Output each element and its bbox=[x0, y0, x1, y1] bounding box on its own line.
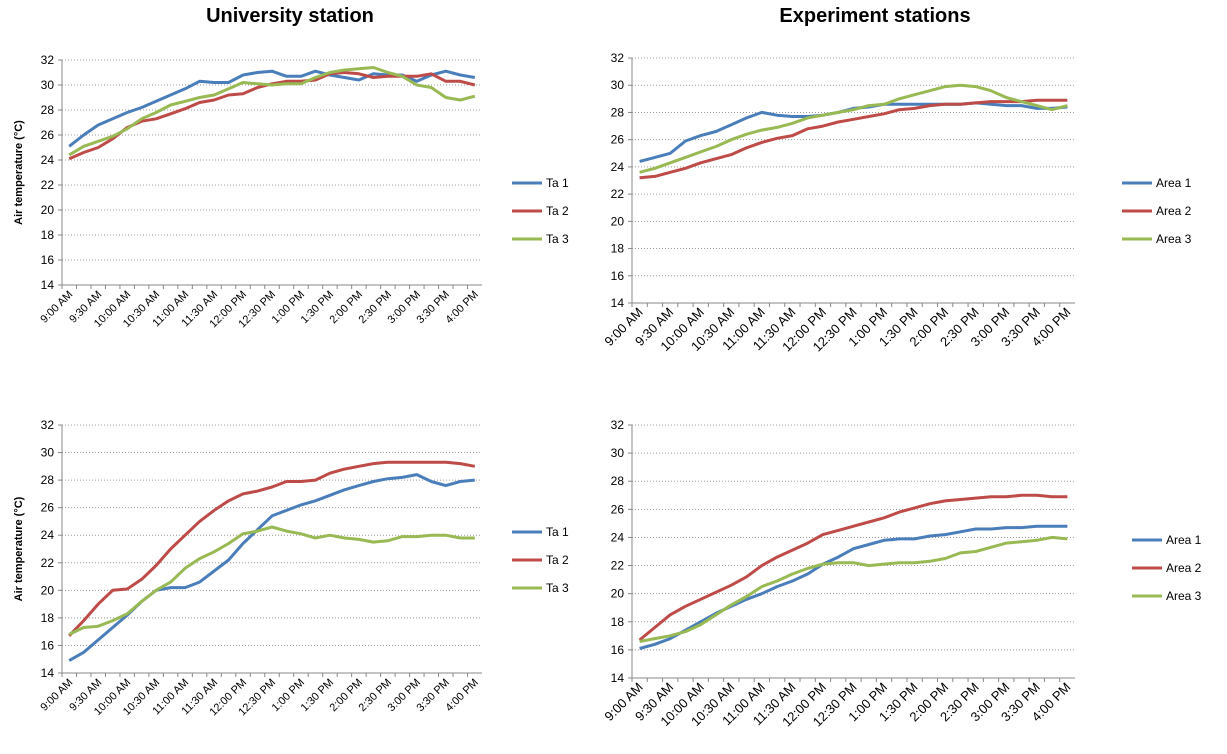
legend-label: Area 3 bbox=[1156, 232, 1192, 246]
y-tick-label: 16 bbox=[41, 638, 55, 652]
y-tick-label: 14 bbox=[611, 671, 625, 685]
y-axis-label: Air temperature (°C) bbox=[13, 120, 25, 225]
y-tick-label: 14 bbox=[41, 278, 55, 292]
y-tick-label: 20 bbox=[611, 214, 625, 228]
y-tick-label: 32 bbox=[611, 418, 625, 432]
y-tick-label: 28 bbox=[611, 105, 625, 119]
data-line bbox=[639, 101, 1068, 163]
y-tick-label: 32 bbox=[41, 418, 55, 432]
y-tick-label: 18 bbox=[611, 615, 625, 629]
y-tick-label: 26 bbox=[41, 128, 55, 142]
legend-label: Area 1 bbox=[1156, 176, 1192, 190]
y-tick-label: 30 bbox=[41, 446, 55, 460]
data-line bbox=[68, 525, 475, 636]
y-tick-label: 24 bbox=[41, 153, 55, 167]
y-tick-label: 30 bbox=[611, 78, 625, 92]
y-tick-label: 32 bbox=[611, 51, 625, 65]
y-tick-label: 24 bbox=[611, 160, 625, 174]
data-line bbox=[68, 460, 476, 637]
y-tick-label: 26 bbox=[611, 133, 625, 147]
chart-title: University station bbox=[206, 5, 374, 27]
y-tick-label: 22 bbox=[41, 556, 55, 570]
y-tick-label: 30 bbox=[41, 78, 55, 92]
data-line bbox=[639, 535, 1068, 643]
y-tick-label: 24 bbox=[611, 530, 625, 544]
legend-label: Ta 1 bbox=[546, 176, 569, 190]
data-line bbox=[68, 66, 476, 157]
legend-label: Ta 3 bbox=[546, 232, 569, 246]
legend-label: Area 2 bbox=[1156, 204, 1192, 218]
legend-label: Ta 3 bbox=[546, 581, 569, 595]
y-tick-label: 20 bbox=[611, 587, 625, 601]
y-tick-label: 28 bbox=[611, 474, 625, 488]
data-line bbox=[639, 98, 1068, 180]
y-tick-label: 30 bbox=[611, 446, 625, 460]
y-tick-label: 22 bbox=[611, 559, 625, 573]
y-tick-label: 28 bbox=[41, 103, 55, 117]
data-line bbox=[638, 493, 1068, 642]
legend-label: Area 3 bbox=[1166, 589, 1202, 603]
y-tick-label: 20 bbox=[41, 203, 55, 217]
legend-label: Ta 2 bbox=[546, 553, 569, 567]
y-tick-label: 28 bbox=[41, 473, 55, 487]
legend-label: Area 2 bbox=[1166, 561, 1202, 575]
legend-label: Area 1 bbox=[1166, 533, 1202, 547]
y-tick-label: 18 bbox=[41, 228, 55, 242]
y-tick-label: 20 bbox=[41, 583, 55, 597]
y-tick-label: 16 bbox=[41, 253, 55, 267]
y-tick-label: 26 bbox=[611, 502, 625, 516]
data-line bbox=[639, 83, 1068, 174]
y-tick-label: 32 bbox=[41, 53, 55, 67]
y-tick-label: 22 bbox=[611, 187, 625, 201]
y-tick-label: 24 bbox=[41, 528, 55, 542]
y-tick-label: 14 bbox=[41, 666, 55, 680]
y-tick-label: 18 bbox=[41, 611, 55, 625]
y-tick-label: 26 bbox=[41, 501, 55, 515]
y-tick-label: 18 bbox=[611, 242, 625, 256]
y-tick-label: 22 bbox=[41, 178, 55, 192]
data-line bbox=[68, 473, 475, 662]
y-axis-label: Air temperature (°C) bbox=[13, 496, 25, 601]
legend-label: Ta 2 bbox=[546, 204, 569, 218]
data-line bbox=[639, 524, 1068, 650]
y-tick-label: 14 bbox=[611, 296, 625, 310]
y-tick-label: 16 bbox=[611, 269, 625, 283]
legend-label: Ta 1 bbox=[546, 525, 569, 539]
y-tick-label: 16 bbox=[611, 643, 625, 657]
chart-title: Experiment stations bbox=[779, 5, 970, 27]
